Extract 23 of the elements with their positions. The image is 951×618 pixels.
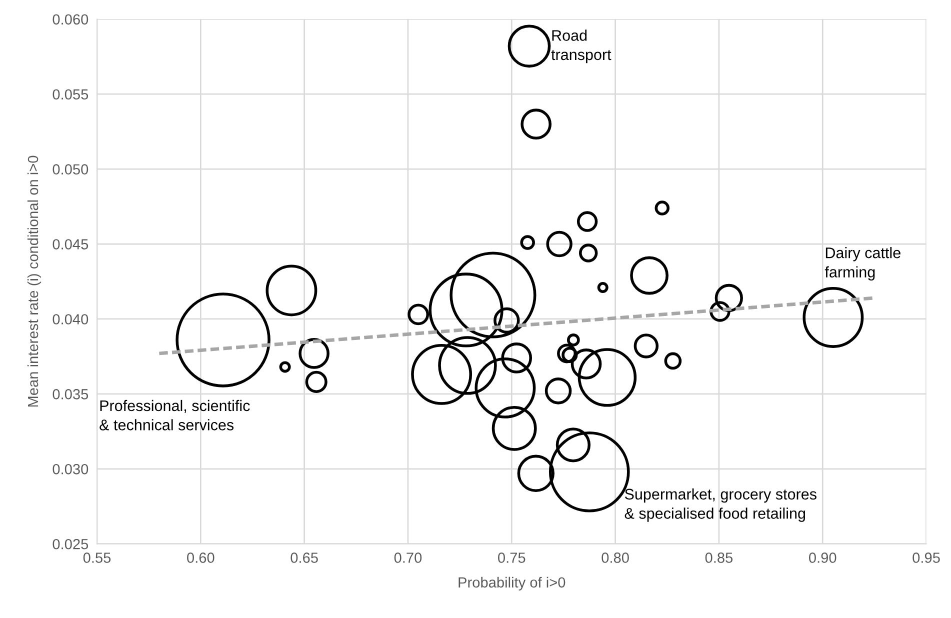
x-tick-label: 0.55: [83, 552, 111, 563]
annotation: Supermarket, grocery stores & specialised food retailing: [624, 488, 816, 522]
y-tick-label: 0.030: [52, 464, 88, 474]
x-tick-label: 0.95: [912, 552, 940, 563]
y-tick-label: 0.060: [52, 14, 88, 25]
x-tick-label: 0.70: [394, 552, 422, 563]
x-tick-label: 0.75: [498, 552, 526, 563]
x-axis-title: Probability of i>0: [458, 576, 566, 590]
y-axis-title: Mean interest rate (i) conditional on i>0: [27, 156, 42, 407]
y-tick-label: 0.045: [52, 239, 88, 250]
annotation: Professional, scientific & technical services: [100, 400, 250, 430]
x-tick-label: 0.85: [705, 552, 733, 563]
annotation: Road transport: [551, 30, 612, 64]
y-tick-label: 0.050: [52, 164, 88, 174]
x-tick-label: 0.90: [808, 552, 836, 563]
x-tick-label: 0.80: [602, 552, 629, 563]
x-tick-label: 0.60: [187, 552, 214, 563]
y-tick-label: 0.025: [52, 538, 88, 550]
x-tick-label: 0.65: [290, 552, 318, 563]
y-tick-label: 0.035: [52, 389, 88, 400]
annotation: Dairy cattle farming: [824, 247, 900, 280]
y-tick-label: 0.040: [52, 314, 88, 324]
y-tick-label: 0.055: [52, 89, 88, 100]
